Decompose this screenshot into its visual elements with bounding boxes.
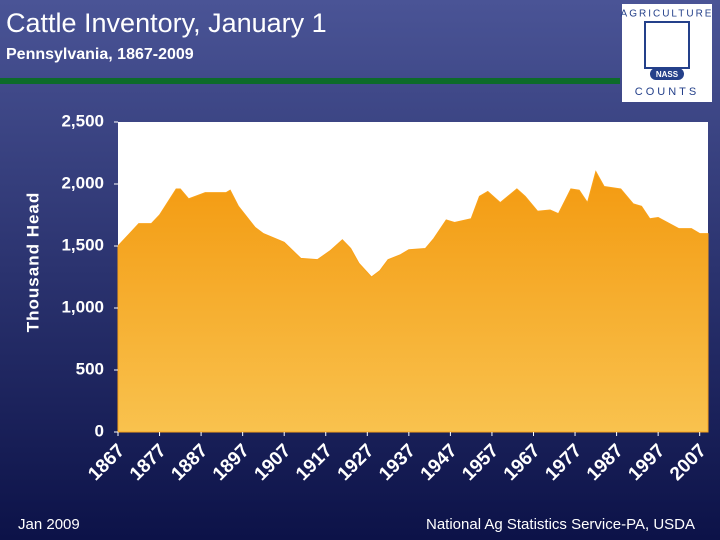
y-axis-title: Thousand Head [23, 192, 42, 333]
footer-source: National Ag Statistics Service-PA, USDA [426, 516, 695, 533]
divider [0, 78, 620, 84]
chart-title: Cattle Inventory, January 1 [6, 8, 327, 38]
y-tick-label: 500 [76, 359, 104, 378]
logo-badge [650, 68, 684, 80]
footer-date: Jan 2009 [18, 516, 80, 533]
logo-badge-text: NASS [656, 70, 679, 79]
y-tick-label: 1,000 [61, 297, 104, 316]
y-tick-label: 2,000 [61, 173, 104, 192]
y-tick-label: 0 [95, 421, 104, 440]
logo-top: AGRICULTURE [621, 9, 714, 20]
logo-bottom: COUNTS [635, 86, 699, 98]
chart-subtitle: Pennsylvania, 1867-2009 [6, 46, 194, 63]
area [117, 170, 709, 433]
y-tick-label: 1,500 [61, 235, 104, 254]
logo: NASS AGRICULTURE COUNTS [621, 4, 714, 102]
y-tick-label: 2,500 [61, 111, 104, 130]
logo-box [622, 4, 712, 102]
